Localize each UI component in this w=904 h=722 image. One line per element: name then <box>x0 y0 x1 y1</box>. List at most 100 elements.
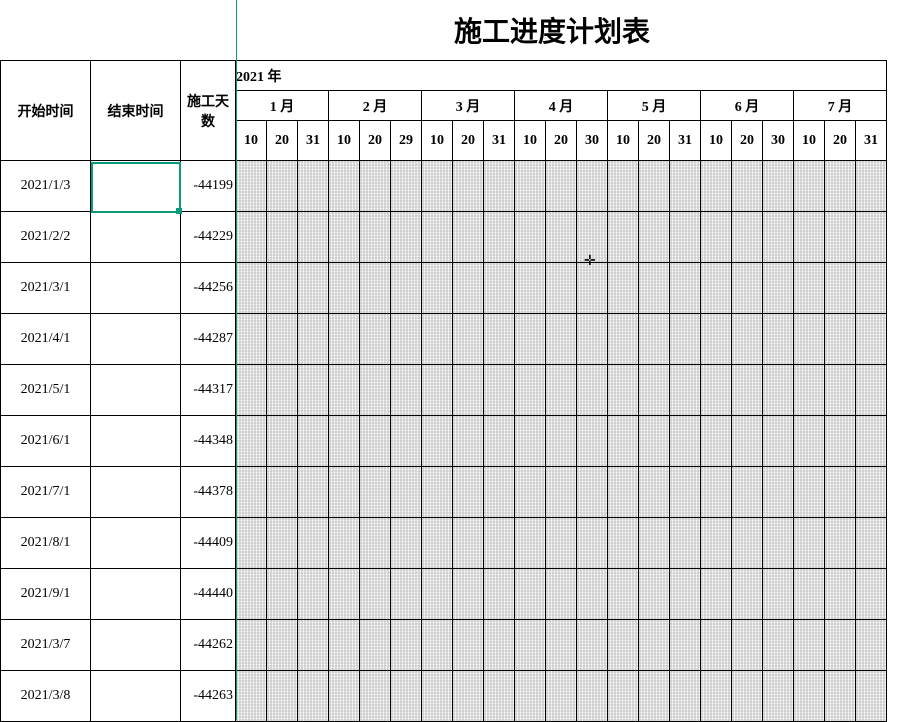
cell-end[interactable] <box>91 314 181 365</box>
calendar-cell[interactable] <box>298 263 329 314</box>
calendar-cell[interactable] <box>298 671 329 722</box>
cell-end[interactable] <box>91 671 181 722</box>
calendar-cell[interactable] <box>825 314 856 365</box>
calendar-cell[interactable] <box>639 314 670 365</box>
calendar-cell[interactable] <box>856 314 887 365</box>
calendar-cell[interactable] <box>515 314 546 365</box>
calendar-cell[interactable] <box>701 569 732 620</box>
calendar-cell[interactable] <box>298 518 329 569</box>
header-month[interactable]: 6 月 <box>701 91 794 121</box>
calendar-cell[interactable] <box>701 161 732 212</box>
calendar-cell[interactable] <box>794 620 825 671</box>
header-month[interactable]: 5 月 <box>608 91 701 121</box>
calendar-cell[interactable] <box>856 569 887 620</box>
cell-end[interactable] <box>91 263 181 314</box>
cell-end[interactable] <box>91 212 181 263</box>
cell-days[interactable]: -44262 <box>181 620 236 671</box>
header-day[interactable]: 29 <box>391 121 422 161</box>
calendar-cell[interactable] <box>732 314 763 365</box>
calendar-cell[interactable] <box>236 365 267 416</box>
header-day[interactable]: 10 <box>515 121 546 161</box>
calendar-cell[interactable] <box>484 467 515 518</box>
calendar-cell[interactable] <box>763 365 794 416</box>
calendar-cell[interactable] <box>298 161 329 212</box>
calendar-cell[interactable] <box>422 212 453 263</box>
header-day[interactable]: 20 <box>360 121 391 161</box>
calendar-cell[interactable] <box>484 416 515 467</box>
calendar-cell[interactable] <box>608 416 639 467</box>
calendar-cell[interactable] <box>856 212 887 263</box>
calendar-cell[interactable] <box>422 263 453 314</box>
calendar-cell[interactable] <box>856 416 887 467</box>
calendar-cell[interactable] <box>422 671 453 722</box>
header-day[interactable]: 20 <box>546 121 577 161</box>
calendar-cell[interactable] <box>856 467 887 518</box>
header-month[interactable]: 2 月 <box>329 91 422 121</box>
calendar-cell[interactable] <box>329 263 360 314</box>
calendar-cell[interactable] <box>794 365 825 416</box>
calendar-cell[interactable] <box>360 467 391 518</box>
calendar-cell[interactable] <box>298 314 329 365</box>
calendar-cell[interactable] <box>701 467 732 518</box>
calendar-cell[interactable] <box>515 467 546 518</box>
header-day[interactable]: 30 <box>577 121 608 161</box>
calendar-cell[interactable] <box>267 416 298 467</box>
cell-days[interactable]: -44229 <box>181 212 236 263</box>
calendar-cell[interactable] <box>732 569 763 620</box>
calendar-cell[interactable] <box>298 212 329 263</box>
calendar-cell[interactable] <box>577 569 608 620</box>
cell-days[interactable]: -44378 <box>181 467 236 518</box>
cell-start[interactable]: 2021/9/1 <box>1 569 91 620</box>
cell-start[interactable]: 2021/4/1 <box>1 314 91 365</box>
header-day[interactable]: 10 <box>608 121 639 161</box>
calendar-cell[interactable] <box>577 161 608 212</box>
calendar-cell[interactable] <box>391 671 422 722</box>
calendar-cell[interactable] <box>422 467 453 518</box>
cell-days[interactable]: -44287 <box>181 314 236 365</box>
calendar-cell[interactable] <box>825 161 856 212</box>
calendar-cell[interactable] <box>236 620 267 671</box>
calendar-cell[interactable] <box>391 263 422 314</box>
calendar-cell[interactable] <box>732 365 763 416</box>
calendar-cell[interactable] <box>577 467 608 518</box>
calendar-cell[interactable] <box>453 263 484 314</box>
cell-start[interactable]: 2021/2/2 <box>1 212 91 263</box>
calendar-cell[interactable] <box>763 467 794 518</box>
header-month[interactable]: 3 月 <box>422 91 515 121</box>
header-day[interactable]: 20 <box>267 121 298 161</box>
calendar-cell[interactable] <box>701 620 732 671</box>
calendar-cell[interactable] <box>732 467 763 518</box>
calendar-cell[interactable] <box>639 518 670 569</box>
cell-days[interactable]: -44317 <box>181 365 236 416</box>
calendar-cell[interactable] <box>391 212 422 263</box>
cell-days[interactable]: -44440 <box>181 569 236 620</box>
calendar-cell[interactable] <box>825 620 856 671</box>
calendar-cell[interactable] <box>391 161 422 212</box>
calendar-cell[interactable] <box>701 671 732 722</box>
calendar-cell[interactable] <box>763 416 794 467</box>
calendar-cell[interactable] <box>763 314 794 365</box>
calendar-cell[interactable] <box>856 365 887 416</box>
calendar-cell[interactable] <box>360 416 391 467</box>
calendar-cell[interactable] <box>267 314 298 365</box>
calendar-cell[interactable] <box>453 620 484 671</box>
cell-end[interactable] <box>91 467 181 518</box>
calendar-cell[interactable] <box>763 569 794 620</box>
calendar-cell[interactable] <box>856 263 887 314</box>
calendar-cell[interactable] <box>546 671 577 722</box>
cell-start[interactable]: 2021/7/1 <box>1 467 91 518</box>
calendar-cell[interactable] <box>484 518 515 569</box>
header-day[interactable]: 10 <box>236 121 267 161</box>
header-day[interactable]: 10 <box>701 121 732 161</box>
cell-start[interactable]: 2021/3/1 <box>1 263 91 314</box>
calendar-cell[interactable] <box>360 569 391 620</box>
calendar-cell[interactable] <box>825 569 856 620</box>
header-day[interactable]: 20 <box>825 121 856 161</box>
calendar-cell[interactable] <box>267 263 298 314</box>
calendar-cell[interactable] <box>701 518 732 569</box>
calendar-cell[interactable] <box>701 263 732 314</box>
calendar-cell[interactable] <box>670 620 701 671</box>
calendar-cell[interactable] <box>515 212 546 263</box>
cell-days[interactable]: -44256 <box>181 263 236 314</box>
calendar-cell[interactable] <box>763 518 794 569</box>
